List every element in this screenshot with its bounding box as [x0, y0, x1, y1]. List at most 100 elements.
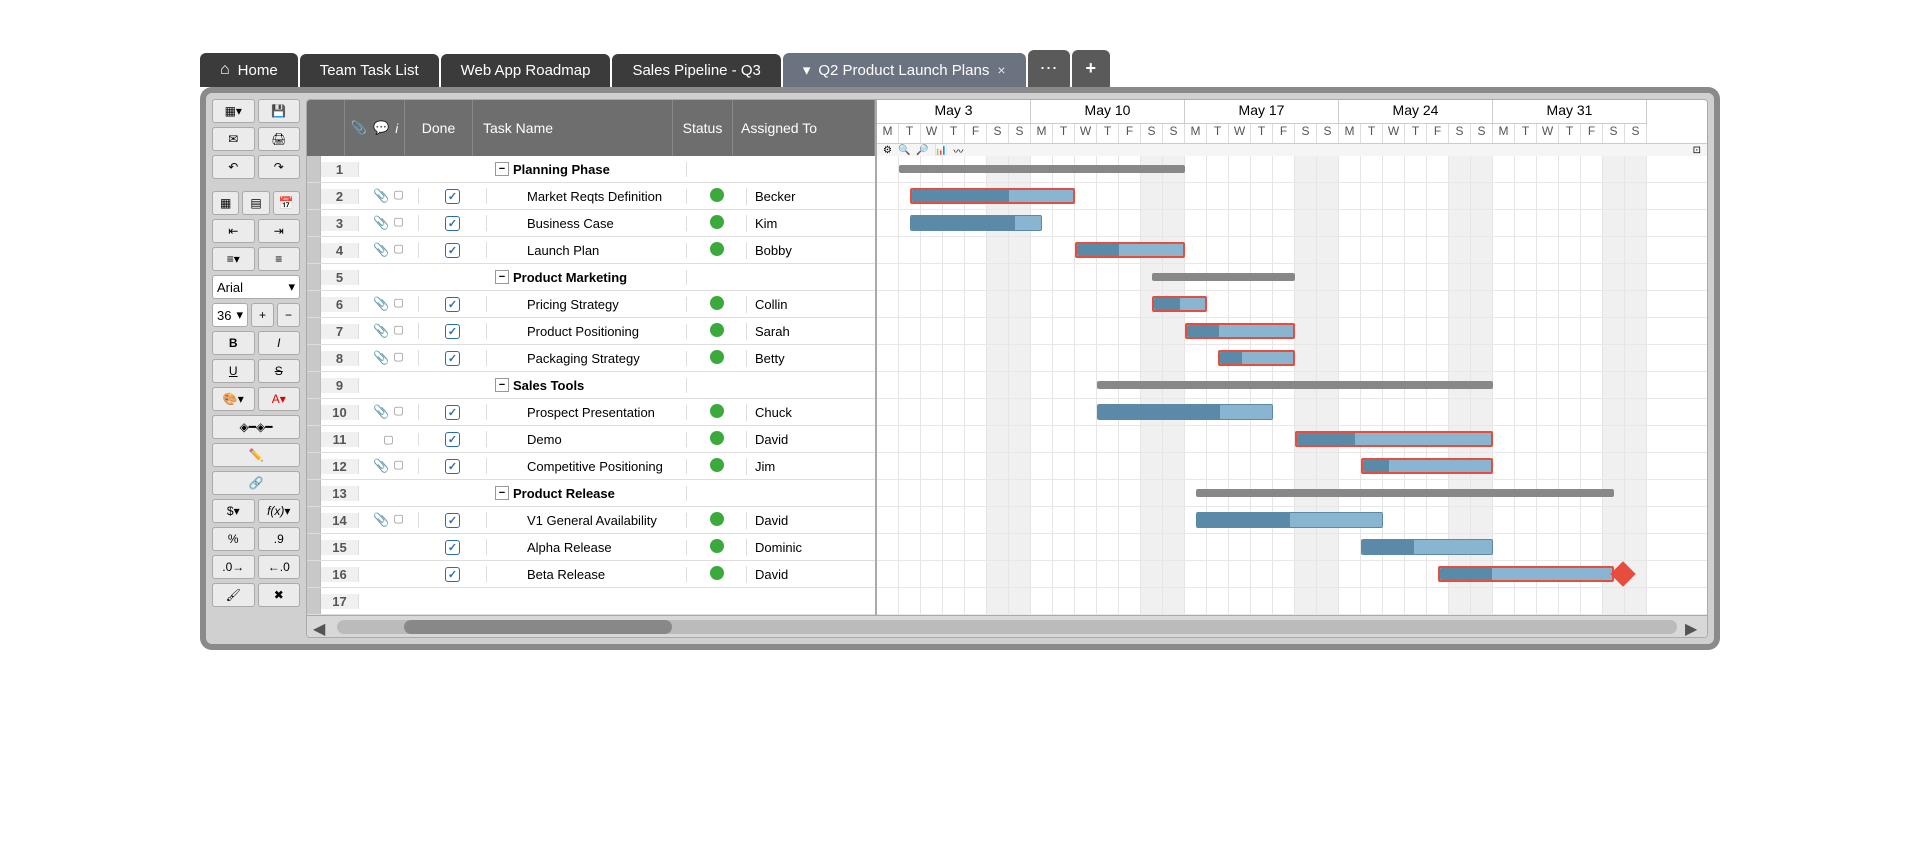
tab-dropdown-icon[interactable]: ▾ [803, 61, 811, 79]
task-name-cell[interactable]: Competitive Positioning [487, 459, 687, 474]
checkbox-checked-icon[interactable]: ✓ [445, 405, 460, 420]
task-name-cell[interactable]: V1 General Availability [487, 513, 687, 528]
task-name-cell[interactable]: Business Case [487, 216, 687, 231]
done-cell[interactable]: ✓ [419, 350, 487, 366]
tab-home[interactable]: ⌂Home [200, 53, 298, 87]
task-bar[interactable] [910, 215, 1042, 231]
scroll-track[interactable] [337, 620, 1677, 634]
task-bar[interactable] [1361, 458, 1493, 474]
status-cell[interactable] [687, 539, 747, 556]
note-icon[interactable]: ▢ [393, 404, 403, 420]
row-handle[interactable] [307, 399, 321, 425]
paperclip-icon[interactable]: 📎 [373, 215, 389, 231]
redo-button[interactable]: ↷ [258, 155, 301, 179]
paperclip-icon[interactable]: 📎 [373, 296, 389, 312]
task-row[interactable]: 12 📎 ▢ ✓ Competitive Positioning Jim [307, 453, 875, 480]
status-cell[interactable] [687, 188, 747, 205]
assigned-to-cell[interactable]: Sarah [747, 324, 875, 339]
decimal-button[interactable]: .9 [258, 527, 301, 551]
increase-size-button[interactable]: + [251, 303, 274, 327]
task-name-cell[interactable]: Demo [487, 432, 687, 447]
decrease-size-button[interactable]: − [277, 303, 300, 327]
row-handle[interactable] [307, 237, 321, 263]
milestone-icon[interactable] [1610, 561, 1635, 586]
done-cell[interactable]: ✓ [419, 512, 487, 528]
task-bar[interactable] [1196, 512, 1383, 528]
summary-bar[interactable] [1152, 273, 1295, 281]
summary-bar[interactable] [1196, 489, 1614, 497]
paperclip-icon[interactable]: 📎 [373, 188, 389, 204]
row-handle[interactable] [307, 480, 321, 506]
task-bar[interactable] [1361, 539, 1493, 555]
task-name-cell[interactable]: Beta Release [487, 567, 687, 582]
done-cell[interactable]: ✓ [419, 215, 487, 231]
task-name-cell[interactable]: Market Reqts Definition [487, 189, 687, 204]
done-cell[interactable]: ✓ [419, 458, 487, 474]
tab-q2-product-launch-plans[interactable]: ▾Q2 Product Launch Plans× [783, 53, 1026, 87]
tab-sales-pipeline-q3[interactable]: Sales Pipeline - Q3 [612, 54, 780, 87]
assigned-to-cell[interactable]: David [747, 567, 875, 582]
done-cell[interactable]: ✓ [419, 188, 487, 204]
task-row[interactable]: 1 − Planning Phase [307, 156, 875, 183]
task-row[interactable]: 3 📎 ▢ ✓ Business Case Kim [307, 210, 875, 237]
row-handle[interactable] [307, 372, 321, 398]
text-color-button[interactable]: A▾ [258, 387, 301, 411]
close-tab-button[interactable]: × [997, 62, 1005, 78]
collapse-icon[interactable]: − [495, 162, 509, 176]
highlight-button[interactable]: ✏️ [212, 443, 300, 467]
collapse-icon[interactable]: − [495, 270, 509, 284]
collapse-icon[interactable]: − [495, 378, 509, 392]
assigned-to-cell[interactable]: Dominic [747, 540, 875, 555]
add-tab-button[interactable]: + [1072, 50, 1111, 87]
horizontal-scrollbar[interactable]: ◀ ▶ [307, 615, 1707, 637]
row-handle[interactable] [307, 534, 321, 560]
font-family-select[interactable]: Arial▾ [212, 275, 300, 299]
status-cell[interactable] [687, 404, 747, 421]
tab-web-app-roadmap[interactable]: Web App Roadmap [441, 54, 611, 87]
task-name-column-header[interactable]: Task Name [473, 100, 673, 156]
checkbox-checked-icon[interactable]: ✓ [445, 216, 460, 231]
collapse-icon[interactable]: − [495, 486, 509, 500]
status-cell[interactable] [687, 350, 747, 367]
done-cell[interactable]: ✓ [419, 539, 487, 555]
assigned-to-cell[interactable]: Bobby [747, 243, 875, 258]
assigned-to-cell[interactable]: David [747, 513, 875, 528]
done-cell[interactable]: ✓ [419, 323, 487, 339]
mail-button[interactable]: ✉ [212, 127, 255, 151]
chart-icon[interactable]: 📊 [935, 145, 947, 156]
currency-button[interactable]: $▾ [212, 499, 255, 523]
underline-button[interactable]: U [212, 359, 255, 383]
done-cell[interactable]: ✓ [419, 566, 487, 582]
task-row[interactable]: 14 📎 ▢ ✓ V1 General Availability David [307, 507, 875, 534]
checkbox-checked-icon[interactable]: ✓ [445, 540, 460, 555]
grid-view-button[interactable]: ▦ [212, 191, 239, 215]
font-size-select[interactable]: 36▾ [212, 303, 248, 327]
note-icon[interactable]: ▢ [393, 188, 403, 204]
summary-bar[interactable] [899, 165, 1185, 173]
task-bar[interactable] [1438, 566, 1614, 582]
percent-button[interactable]: % [212, 527, 255, 551]
paperclip-icon[interactable]: 📎 [373, 323, 389, 339]
task-row[interactable]: 6 📎 ▢ ✓ Pricing Strategy Collin [307, 291, 875, 318]
open-menu-button[interactable]: ▦▾ [212, 99, 255, 123]
row-handle[interactable] [307, 156, 321, 182]
decrease-decimal-button[interactable]: ←.0 [258, 555, 301, 579]
done-cell[interactable]: ✓ [419, 404, 487, 420]
task-name-cell[interactable]: − Product Release [487, 486, 687, 501]
task-row[interactable]: 11 ▢ ✓ Demo David [307, 426, 875, 453]
row-handle[interactable] [307, 264, 321, 290]
task-row[interactable]: 16 ✓ Beta Release David [307, 561, 875, 588]
assigned-to-column-header[interactable]: Assigned To [733, 100, 875, 156]
outdent-button[interactable]: ⇥ [258, 219, 301, 243]
card-view-button[interactable]: ▤ [242, 191, 269, 215]
italic-button[interactable]: I [258, 331, 301, 355]
note-icon[interactable]: ▢ [393, 350, 403, 366]
paperclip-icon[interactable]: 📎 [373, 242, 389, 258]
row-handle[interactable] [307, 291, 321, 317]
row-handle[interactable] [307, 183, 321, 209]
status-cell[interactable] [687, 458, 747, 475]
task-name-cell[interactable]: − Sales Tools [487, 378, 687, 393]
assigned-to-cell[interactable]: Collin [747, 297, 875, 312]
done-column-header[interactable]: Done [405, 100, 473, 156]
checkbox-checked-icon[interactable]: ✓ [445, 324, 460, 339]
